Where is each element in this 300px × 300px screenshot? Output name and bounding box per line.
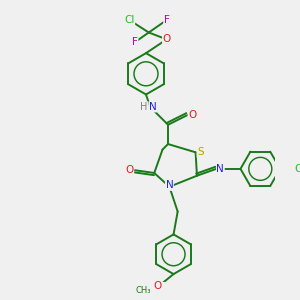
Text: H: H — [140, 102, 148, 112]
Text: F: F — [132, 37, 138, 47]
Text: Cl: Cl — [294, 164, 300, 174]
Text: S: S — [197, 147, 204, 157]
Text: CH₃: CH₃ — [136, 286, 151, 295]
Text: O: O — [125, 165, 134, 175]
Text: O: O — [188, 110, 196, 120]
Text: N: N — [166, 180, 173, 190]
Text: N: N — [217, 164, 224, 174]
Text: N: N — [149, 102, 157, 112]
Text: F: F — [164, 15, 169, 25]
Text: O: O — [153, 281, 161, 292]
Text: Cl: Cl — [124, 15, 135, 25]
Text: O: O — [163, 34, 171, 44]
